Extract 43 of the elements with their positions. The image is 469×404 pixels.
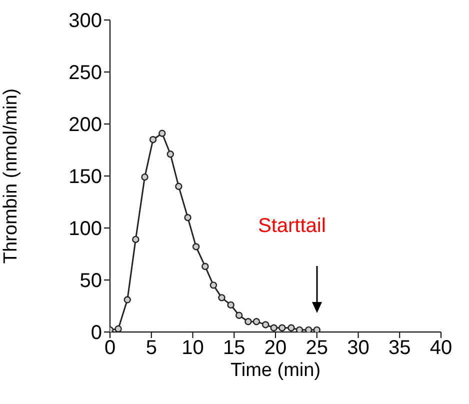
point: [141, 173, 148, 181]
x-tick-label: 15: [223, 337, 246, 360]
y-tick-label: 100: [68, 218, 102, 240]
point: [227, 301, 234, 309]
point: [305, 326, 312, 332]
y-tick-label: 0: [90, 322, 102, 344]
point: [313, 326, 320, 332]
point: [278, 324, 286, 332]
x-tick-label: 35: [388, 337, 411, 360]
point: [114, 325, 122, 332]
point: [252, 318, 260, 326]
x-tick-label: 5: [146, 337, 157, 360]
point: [244, 318, 252, 326]
x-tick-label: 20: [264, 337, 287, 360]
point: [192, 243, 200, 250]
x-tick-label: 0: [104, 337, 116, 360]
annotation: Starttail: [258, 215, 326, 238]
x-tick-label: 40: [430, 337, 452, 360]
y-tick-label: 50: [80, 270, 102, 292]
point: [202, 262, 209, 270]
point: [210, 282, 218, 289]
x-tick-label: 30: [347, 337, 370, 360]
y-tick-label: 300: [68, 10, 102, 32]
x-tick-label: 10: [182, 337, 204, 360]
point: [270, 324, 278, 332]
point: [132, 236, 140, 244]
point: [175, 182, 182, 190]
point: [235, 312, 243, 319]
y-tick-label: 200: [68, 114, 102, 136]
point: [218, 294, 226, 302]
y-axis-title: Thrombin (nmol/min): [0, 88, 22, 264]
x-tick-label: 25: [306, 337, 328, 360]
y-tick-label: 150: [68, 166, 102, 188]
point: [124, 296, 131, 304]
point: [184, 214, 192, 222]
point: [296, 326, 304, 332]
point: [149, 136, 157, 144]
x-axis-title: Time (min): [230, 360, 321, 381]
point: [166, 150, 174, 158]
point: [158, 130, 166, 137]
point: [262, 321, 270, 328]
y-tick-label: 250: [68, 62, 102, 84]
point: [288, 324, 295, 332]
